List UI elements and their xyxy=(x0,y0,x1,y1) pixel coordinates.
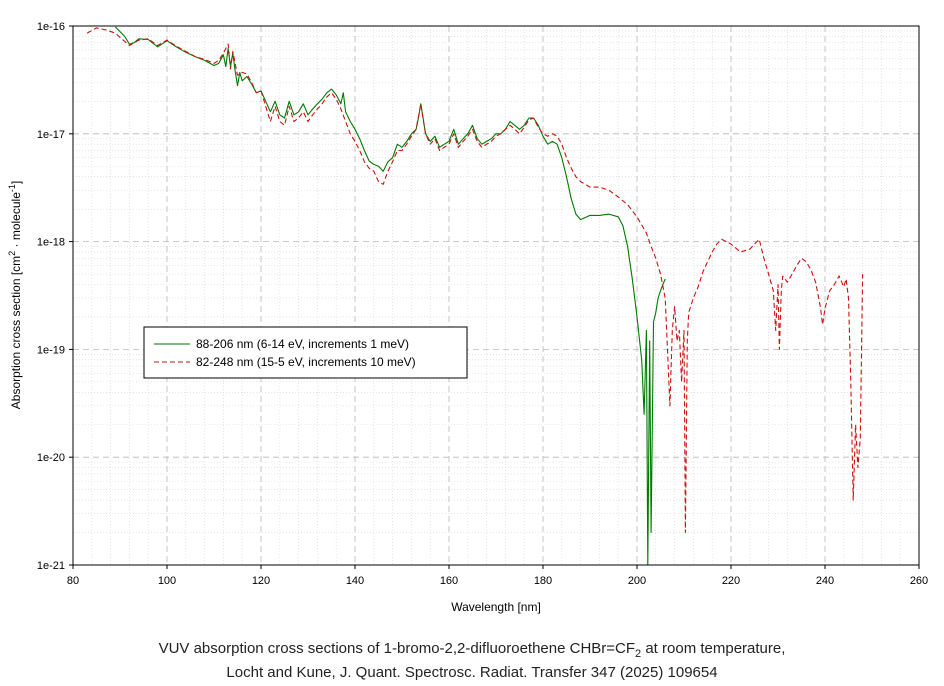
y-tick-label: 1e-16 xyxy=(37,21,65,33)
series-layer xyxy=(86,26,864,566)
x-tick-label: 200 xyxy=(628,575,646,587)
x-tick-label: 80 xyxy=(67,575,79,587)
caption-line-1-main: VUV absorption cross sections of 1-bromo… xyxy=(158,640,636,657)
x-tick-label: 240 xyxy=(816,575,834,587)
y-axis-label-sup1: 2 xyxy=(7,251,17,256)
plot-frame xyxy=(72,25,920,566)
x-axis-ticks: 80 100 120 140 160 180 200 220 240 260 xyxy=(67,565,928,587)
x-tick-label: 260 xyxy=(910,575,928,587)
y-tick-label: 1e-20 xyxy=(37,452,65,464)
y-tick-label: 1e-18 xyxy=(37,237,65,249)
y-tick-label: 1e-19 xyxy=(37,344,65,356)
x-tick-label: 160 xyxy=(440,575,458,587)
x-tick-label: 180 xyxy=(534,575,552,587)
plot-area xyxy=(73,26,919,565)
x-tick-label: 220 xyxy=(722,575,740,587)
y-axis-label-sup2: -1 xyxy=(7,184,17,192)
y-tick-label: 1e-21 xyxy=(37,560,65,572)
series-line-2 xyxy=(86,27,864,534)
legend-label-series-2: 82-248 nm (15-5 eV, increments 10 meV) xyxy=(196,355,416,369)
legend-label-series-1: 88-206 nm (6-14 eV, increments 1 meV) xyxy=(196,337,409,351)
minor-grid xyxy=(73,26,919,565)
x-tick-label: 140 xyxy=(346,575,364,587)
y-axis-label-end: ] xyxy=(9,181,23,184)
caption-line-1: VUV absorption cross sections of 1-bromo… xyxy=(0,640,944,660)
x-tick-label: 120 xyxy=(252,575,270,587)
caption-line-1-subscript: 2 xyxy=(635,648,642,660)
legend-box xyxy=(143,326,468,379)
x-axis-label: Wavelength [nm] xyxy=(451,600,541,614)
y-tick-label: 1e-17 xyxy=(37,129,65,141)
legend: 88-206 nm (6-14 eV, increments 1 meV) 82… xyxy=(143,326,468,379)
caption-line-2: Locht and Kune, J. Quant. Spectrosc. Rad… xyxy=(226,664,718,681)
caption-line-1-end: at room temperature, xyxy=(641,640,786,657)
x-tick-label: 100 xyxy=(158,575,176,587)
chart: 80 100 120 140 160 180 200 220 240 260 1e-21 1e-20… xyxy=(7,21,928,614)
y-axis-label: Absorption cross section [cm2 · molecule… xyxy=(7,181,23,409)
series-line-1 xyxy=(114,26,666,566)
y-axis-ticks: 1e-21 1e-20 1e-19 1e-18 1e-17 1e-16 xyxy=(37,21,73,572)
y-axis-label-main: Absorption cross section [cm xyxy=(9,256,23,409)
y-axis-label-mid: · molecule xyxy=(9,192,23,251)
